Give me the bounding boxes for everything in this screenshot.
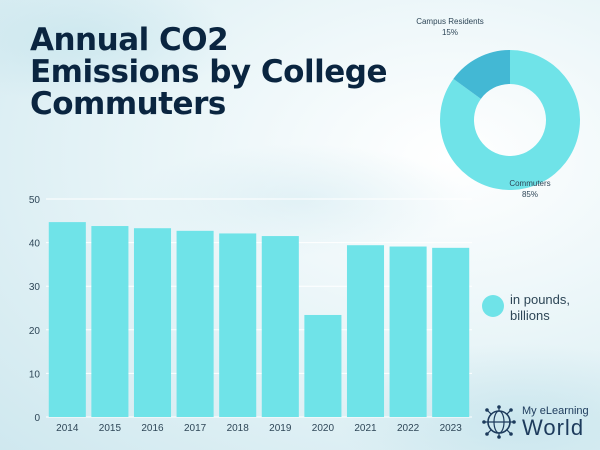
x-tick-label: 2015: [99, 423, 122, 434]
donut-value-label: 15%: [442, 28, 458, 37]
bar-2020: [304, 314, 342, 417]
logo-text-large: World: [522, 415, 585, 440]
logo-text-small: My eLearning: [522, 405, 589, 417]
legend-label: in pounds, billions: [510, 292, 570, 323]
donut-label: Commuters: [509, 179, 550, 188]
bar-2018: [219, 233, 257, 417]
y-tick-label: 30: [29, 282, 41, 293]
donut-value-label: 85%: [522, 190, 538, 199]
bar-2015: [91, 226, 129, 417]
bar-2017: [176, 230, 214, 417]
legend-swatch: [482, 295, 504, 317]
x-tick-label: 2023: [440, 423, 463, 434]
x-tick-label: 2018: [227, 423, 250, 434]
bar-2014: [48, 222, 86, 417]
bar-2021: [346, 245, 385, 417]
bar-2016: [133, 228, 172, 417]
x-tick-label: 2020: [312, 423, 335, 434]
bar-chart: 0 10 20 30 40 50 2014 2015 2016 2017 2018 2019 2020 2…: [29, 195, 472, 434]
donut-label: Campus Residents: [416, 17, 484, 26]
globe-network-icon: [482, 405, 516, 439]
y-tick-label: 40: [29, 239, 41, 250]
y-tick-label: 0: [34, 413, 40, 424]
donut-chart: Commuters 85% Campus Residents 15%: [416, 17, 580, 199]
x-tick-label: 2021: [354, 423, 377, 434]
x-tick-label: 2019: [269, 423, 292, 434]
y-tick-label: 50: [29, 195, 41, 206]
x-tick-label: 2014: [56, 423, 79, 434]
bar-2019: [261, 236, 299, 417]
bar-2023: [432, 247, 470, 417]
bar-2022: [389, 246, 427, 417]
donut-slice-commuters: [440, 50, 580, 190]
donut-slice-campus-residents: [453, 50, 510, 99]
brand-logo: My eLearning World: [482, 405, 589, 439]
x-tick-label: 2022: [397, 423, 420, 434]
x-tick-label: 2017: [184, 423, 207, 434]
legend: in pounds, billions: [482, 292, 582, 324]
y-tick-label: 10: [29, 369, 41, 380]
y-tick-label: 20: [29, 326, 41, 337]
chart-title: Annual CO2 Emissions by College Commuter…: [30, 22, 387, 122]
x-tick-label: 2016: [141, 423, 164, 434]
